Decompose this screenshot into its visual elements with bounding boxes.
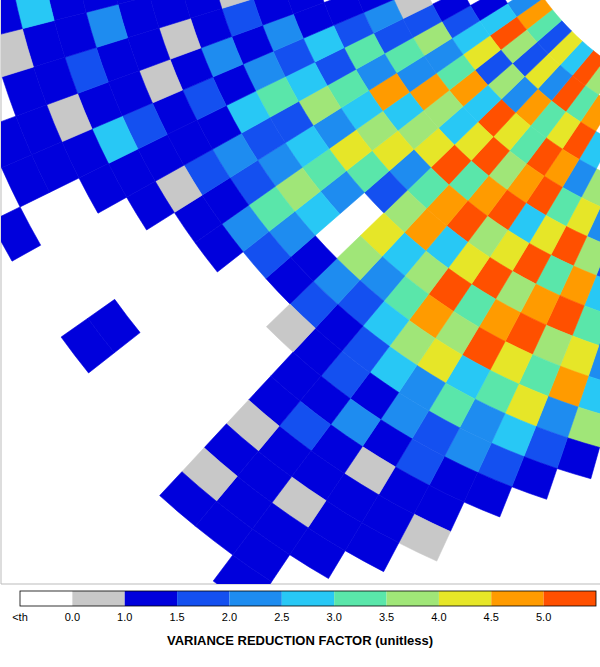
svg-text:1.5: 1.5 (169, 611, 184, 623)
svg-text:5.0: 5.0 (536, 611, 551, 623)
svg-text:<th: <th (12, 611, 28, 623)
svg-text:1.0: 1.0 (117, 611, 132, 623)
svg-text:3.5: 3.5 (379, 611, 394, 623)
svg-text:2.5: 2.5 (274, 611, 289, 623)
svg-text:VARIANCE REDUCTION FACTOR (uni: VARIANCE REDUCTION FACTOR (unitless) (167, 633, 433, 648)
svg-text:2.0: 2.0 (222, 611, 237, 623)
svg-text:4.0: 4.0 (431, 611, 446, 623)
svg-text:4.5: 4.5 (484, 611, 499, 623)
svg-text:0.0: 0.0 (65, 611, 80, 623)
svg-text:3.0: 3.0 (327, 611, 342, 623)
